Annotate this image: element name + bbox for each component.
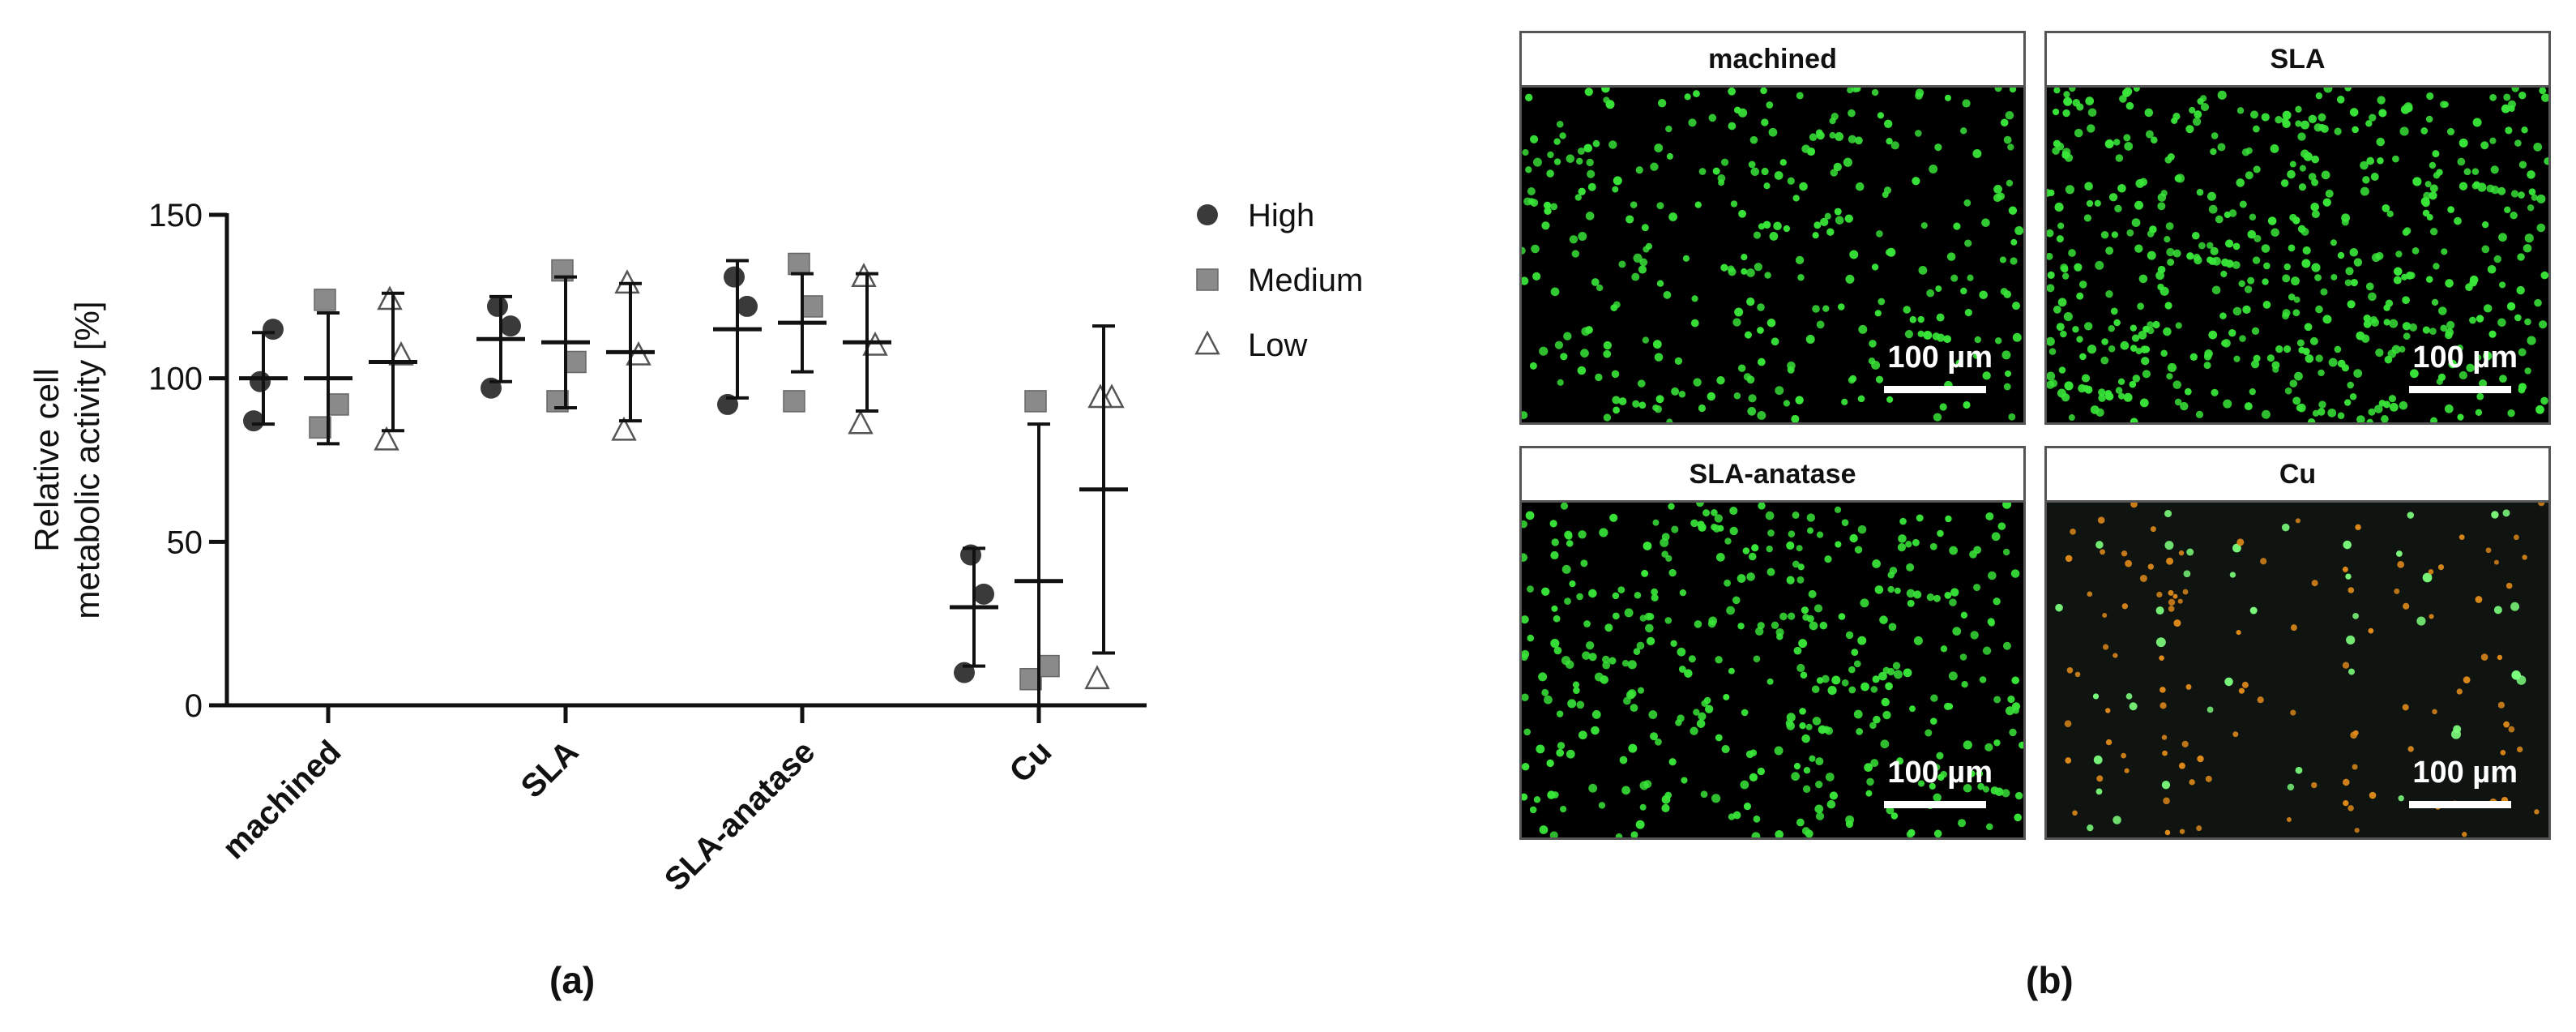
y-axis-label: metabolic activity [%] <box>68 301 106 619</box>
data-point-triangle <box>848 409 874 435</box>
y-tick-label: 50 <box>167 525 203 560</box>
data-point-circle <box>500 315 521 337</box>
data-point-triangle <box>611 416 637 441</box>
data-point-square <box>1196 268 1219 291</box>
data-point-triangle <box>377 285 403 310</box>
data-point-square <box>1024 390 1047 413</box>
x-tick-label: SLA <box>515 734 586 805</box>
micrograph-machined: machined 100 µm <box>1519 31 2026 425</box>
data-point-triangle <box>1084 665 1110 690</box>
x-tick-label: Cu <box>1003 734 1059 790</box>
micrograph-title: SLA-anatase <box>1522 448 2023 503</box>
y-tick-label: 150 <box>148 198 203 233</box>
scale-bar <box>2409 801 2511 808</box>
data-point-triangle <box>374 426 399 451</box>
data-point-circle <box>263 319 284 340</box>
scale-bar-label: 100 µm <box>1887 340 1993 375</box>
legend-label: Medium <box>1248 263 1363 298</box>
data-point-circle <box>250 370 271 392</box>
x-tick-label: machined <box>216 734 348 866</box>
data-point-circle <box>487 295 508 317</box>
y-tick-label: 0 <box>185 688 203 724</box>
y-axis-label: Relative cell <box>28 368 66 551</box>
panel-label-b: (b) <box>2026 959 2074 1001</box>
legend-label: High <box>1248 198 1314 233</box>
chart-panel-a: 0 50 100 150 Relative cell metabolic activity… <box>28 198 1363 898</box>
data-point-circle <box>737 295 758 317</box>
micrograph-title: SLA <box>2047 33 2548 88</box>
micrograph-image <box>2047 503 2548 837</box>
scale-bar <box>1884 386 1986 393</box>
data-point-triangle <box>1087 383 1113 409</box>
micrograph-image <box>1522 88 2023 422</box>
scale-bar <box>2409 386 2511 393</box>
data-point-triangle <box>388 340 414 366</box>
data-point-square <box>564 350 587 374</box>
panel-label-a: (a) <box>549 959 596 1001</box>
micrograph-title: Cu <box>2047 448 2548 503</box>
micrograph-image <box>1522 503 2023 837</box>
x-tick-label: SLA-anatase <box>658 734 822 897</box>
micrograph-sla-anatase: SLA-anatase 100 µm <box>1519 446 2026 840</box>
y-tick-label: 100 <box>148 362 203 397</box>
scale-bar-label: 100 µm <box>2412 756 2518 790</box>
data-point-triangle <box>851 263 877 287</box>
data-point-square <box>1037 654 1060 678</box>
data-point-triangle <box>1194 330 1220 355</box>
data-point-circle <box>724 266 745 288</box>
data-point-square <box>314 289 336 311</box>
scale-bar <box>1884 801 1986 808</box>
data-point-square <box>783 390 805 413</box>
data-point-square <box>788 252 810 276</box>
data-point-circle <box>973 583 994 605</box>
data-point-square <box>327 393 349 416</box>
micrograph-title: machined <box>1522 33 2023 88</box>
micrograph-sla: SLA 100 µm <box>2044 31 2551 425</box>
data-point-circle <box>243 410 264 432</box>
micrograph-cu: Cu 100 µm <box>2044 446 2551 840</box>
micrograph-image <box>2047 88 2548 422</box>
scale-bar-label: 100 µm <box>2412 340 2518 375</box>
legend-label: Low <box>1248 328 1307 363</box>
scale-bar-label: 100 µm <box>1887 756 1993 790</box>
data-point-circle <box>1197 204 1218 225</box>
data-point-square <box>801 295 823 318</box>
